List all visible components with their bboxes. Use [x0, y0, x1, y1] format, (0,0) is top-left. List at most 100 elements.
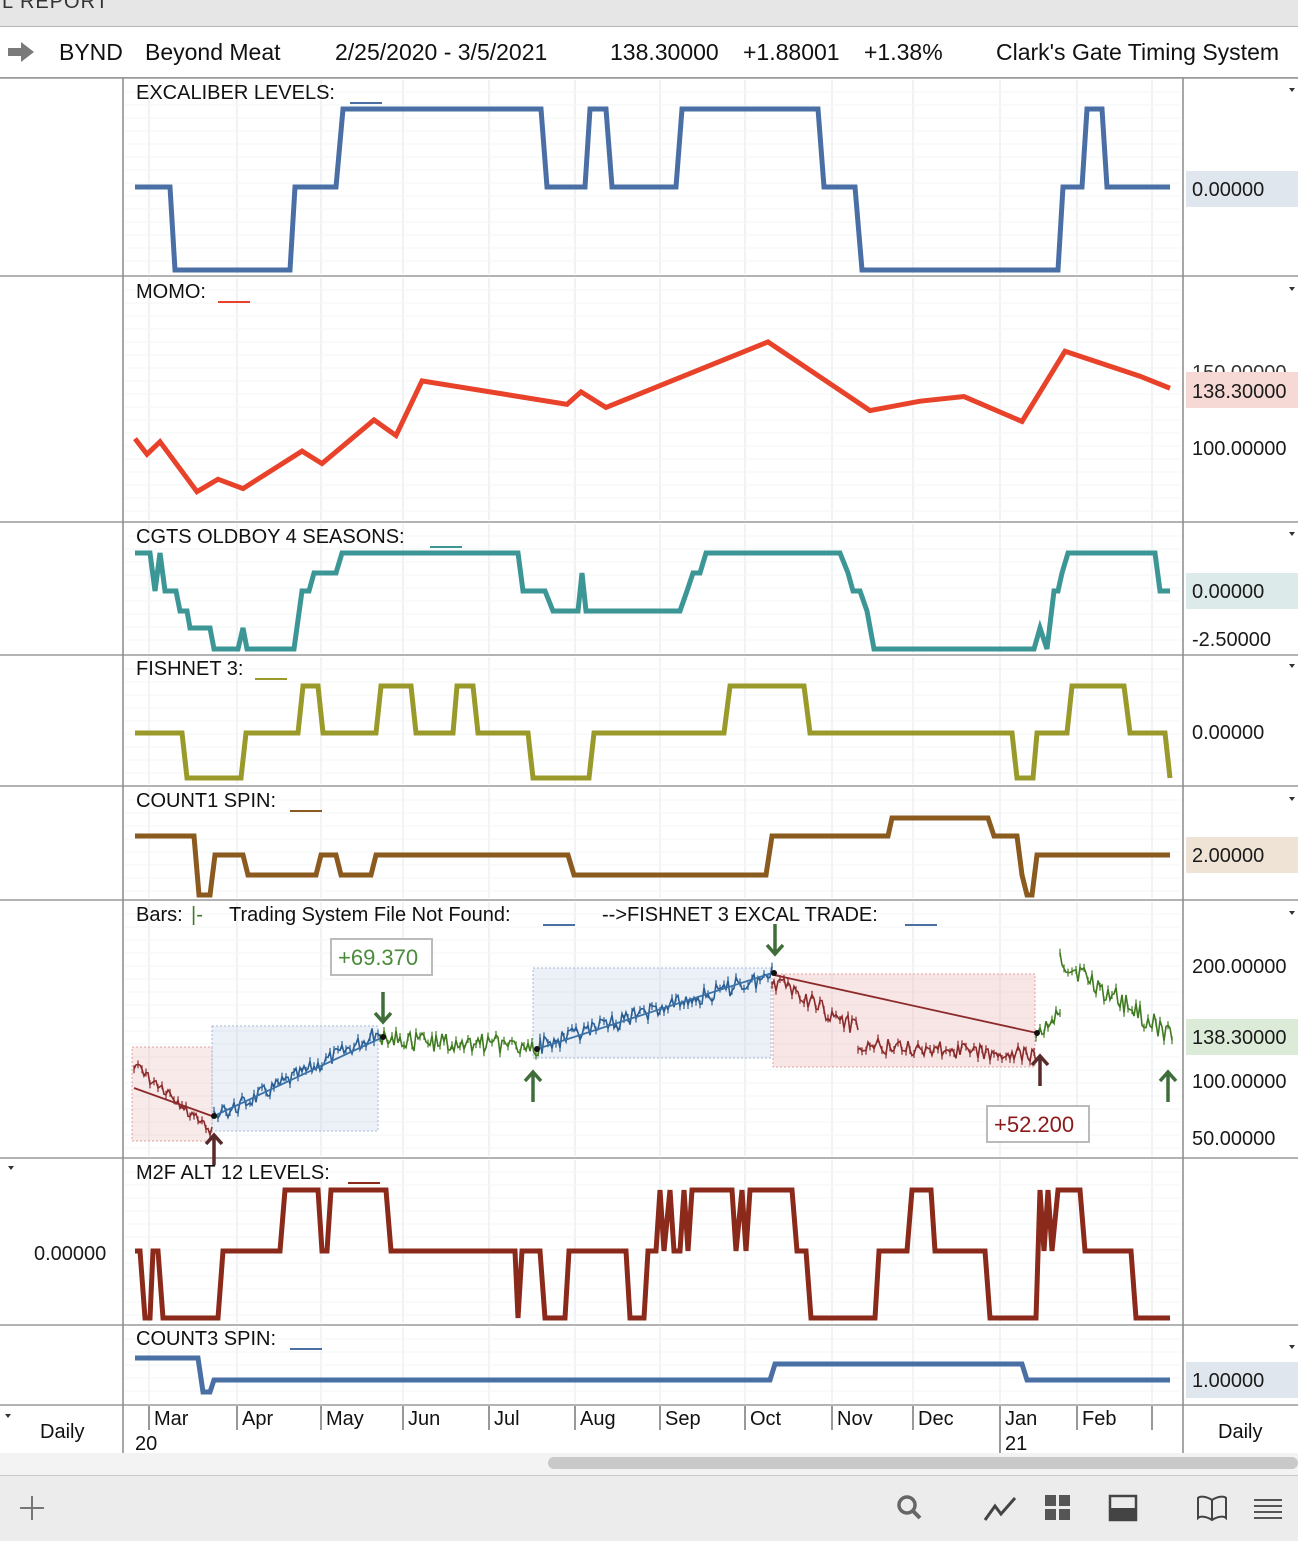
signal-arrow-cover-2 [1030, 1053, 1050, 1086]
trade-point [211, 1113, 217, 1119]
month-label-oct: Oct [750, 1408, 782, 1430]
month-label-aug: Aug [580, 1408, 616, 1430]
value-box-bars [1186, 1019, 1298, 1055]
m2f-left-label: 0.00000 [34, 1243, 106, 1265]
month-label-jul: Jul [494, 1408, 520, 1430]
date-range: 2/25/2020 - 3/5/2021 [335, 39, 548, 65]
panel-menu-icon [1289, 911, 1295, 915]
value-box-oldboy [1186, 573, 1298, 609]
value-box-count3 [1186, 1362, 1298, 1398]
panel-title-count3: COUNT3 SPIN: [136, 1328, 276, 1350]
period-right[interactable]: Daily [1218, 1421, 1262, 1443]
month-label-sep: Sep [665, 1408, 701, 1430]
panel-menu-icon [1289, 797, 1295, 801]
price-bars-1-ticks [133, 1060, 211, 1139]
value-fishnet: 0.00000 [1192, 722, 1264, 744]
price-bars-5-ticks [771, 974, 857, 1033]
trade-point [1034, 1030, 1040, 1036]
chart-header: BYND Beyond Meat 2/25/2020 - 3/5/2021 13… [0, 27, 1298, 78]
chart-area: EXCALIBER LEVELS: MOMO: CGTS OLDBOY 4 SE… [0, 78, 1298, 1453]
signal-arrow-buy-1 [523, 1069, 543, 1102]
m2f-line [135, 1187, 1170, 1321]
trade-line-1 [133, 1087, 213, 1117]
trade-label-box-1 [330, 938, 433, 976]
month-label-jan: Jan [1005, 1408, 1037, 1430]
value-box-momo [1186, 372, 1298, 408]
trade-label-1: +69.370 [338, 945, 418, 970]
panel-layout-icon[interactable] [1108, 1494, 1138, 1522]
symbol: BYND [59, 39, 123, 65]
value-box-excaliber [1186, 171, 1298, 207]
grid-icon[interactable] [1044, 1494, 1072, 1522]
search-icon[interactable] [896, 1494, 922, 1522]
month-label-nov: Nov [837, 1408, 873, 1430]
trade-label-2: +52.200 [994, 1112, 1074, 1137]
panel-title-excaliber: EXCALIBER LEVELS: [136, 82, 335, 104]
month-label-apr: Apr [242, 1408, 273, 1430]
price-bars-1 [133, 1063, 213, 1138]
trade-point [534, 1046, 540, 1052]
panel-menu-icon [1289, 532, 1295, 536]
price-bars-8-ticks [1059, 948, 1173, 1045]
price-change-pct: +1.38% [864, 39, 943, 65]
scrollbar-thumb[interactable] [548, 1457, 1298, 1469]
month-label-feb: Feb [1082, 1408, 1116, 1430]
value-oldboy: 0.00000 [1192, 581, 1264, 603]
arrow-right-icon[interactable] [6, 41, 36, 63]
panel-menu-icon [1289, 88, 1295, 92]
value-momo: 138.30000 [1192, 381, 1287, 403]
trade-line-3 [536, 972, 773, 1050]
time-axis: Daily Daily 20 21 Mar Apr May Jun Jul Aug Sep O… [40, 1406, 1262, 1453]
trade-label-box-2 [986, 1105, 1090, 1143]
momo-line [133, 339, 1171, 495]
axis-label-bars-50: 50.00000 [1192, 1128, 1275, 1150]
indicator-lines [133, 106, 1173, 1395]
signal-arrow-sell-2 [765, 924, 785, 957]
trade-line-2 [213, 1036, 384, 1117]
line-chart-icon[interactable] [983, 1494, 1017, 1524]
trade-line-4 [773, 974, 1038, 1034]
month-label-may: May [326, 1408, 364, 1430]
panel-title-trade: -->FISHNET 3 EXCAL TRADE: [602, 904, 878, 926]
period-menu-icon [5, 1414, 11, 1418]
axis-label-oldboy-neg: -2.50000 [1192, 629, 1271, 651]
axis-label-bars-200: 200.00000 [1192, 956, 1287, 978]
fishnet-line [135, 683, 1173, 781]
excaliber-line [135, 106, 1170, 273]
panel-title-m2f: M2F ALT 12 LEVELS: [136, 1162, 330, 1184]
title-markers: |- [191, 102, 937, 1350]
grid-lines [125, 80, 1181, 1403]
period-left[interactable]: Daily [40, 1421, 84, 1443]
right-axis: 0.00000 150.00000 138.30000 100.00000 0.… [34, 171, 1298, 1398]
trade-boxes [131, 967, 1036, 1142]
value-box-count1 [1186, 837, 1298, 873]
signal-arrow-buy-2 [1158, 1069, 1178, 1102]
month-label-dec: Dec [918, 1408, 954, 1430]
value-count1: 2.00000 [1192, 845, 1264, 867]
book-icon[interactable] [1196, 1494, 1228, 1522]
last-price: 138.30000 [610, 39, 719, 65]
value-count3: 1.00000 [1192, 1370, 1264, 1392]
count3-line [135, 1355, 1170, 1395]
panel-menu-icon [1289, 664, 1295, 668]
signal-arrow-cover-1 [204, 1132, 224, 1165]
year-2020: 20 [135, 1433, 157, 1453]
panel-menu-icon [8, 1166, 14, 1170]
window-title-strip: L REPORT [0, 0, 1298, 27]
count1-line [135, 815, 1170, 898]
panel-title-fishnet: FISHNET 3: [136, 658, 243, 680]
company-name: Beyond Meat [145, 39, 281, 65]
trade-box-short-1 [131, 1046, 213, 1142]
add-icon[interactable] [18, 1494, 46, 1522]
trade-point [771, 970, 777, 976]
year-2021: 21 [1005, 1433, 1027, 1453]
system-name: Clark's Gate Timing System [996, 39, 1280, 65]
month-label-mar: Mar [154, 1408, 189, 1430]
oldboy-line [135, 550, 1170, 652]
price-bars-7-ticks [1035, 1006, 1061, 1042]
signal-arrow-sell-1 [373, 992, 393, 1025]
panel-title-bars: Bars: [136, 904, 183, 926]
value-excaliber: 0.00000 [1192, 179, 1264, 201]
panel-frames [0, 78, 1298, 1453]
menu-icon[interactable] [1252, 1494, 1284, 1522]
